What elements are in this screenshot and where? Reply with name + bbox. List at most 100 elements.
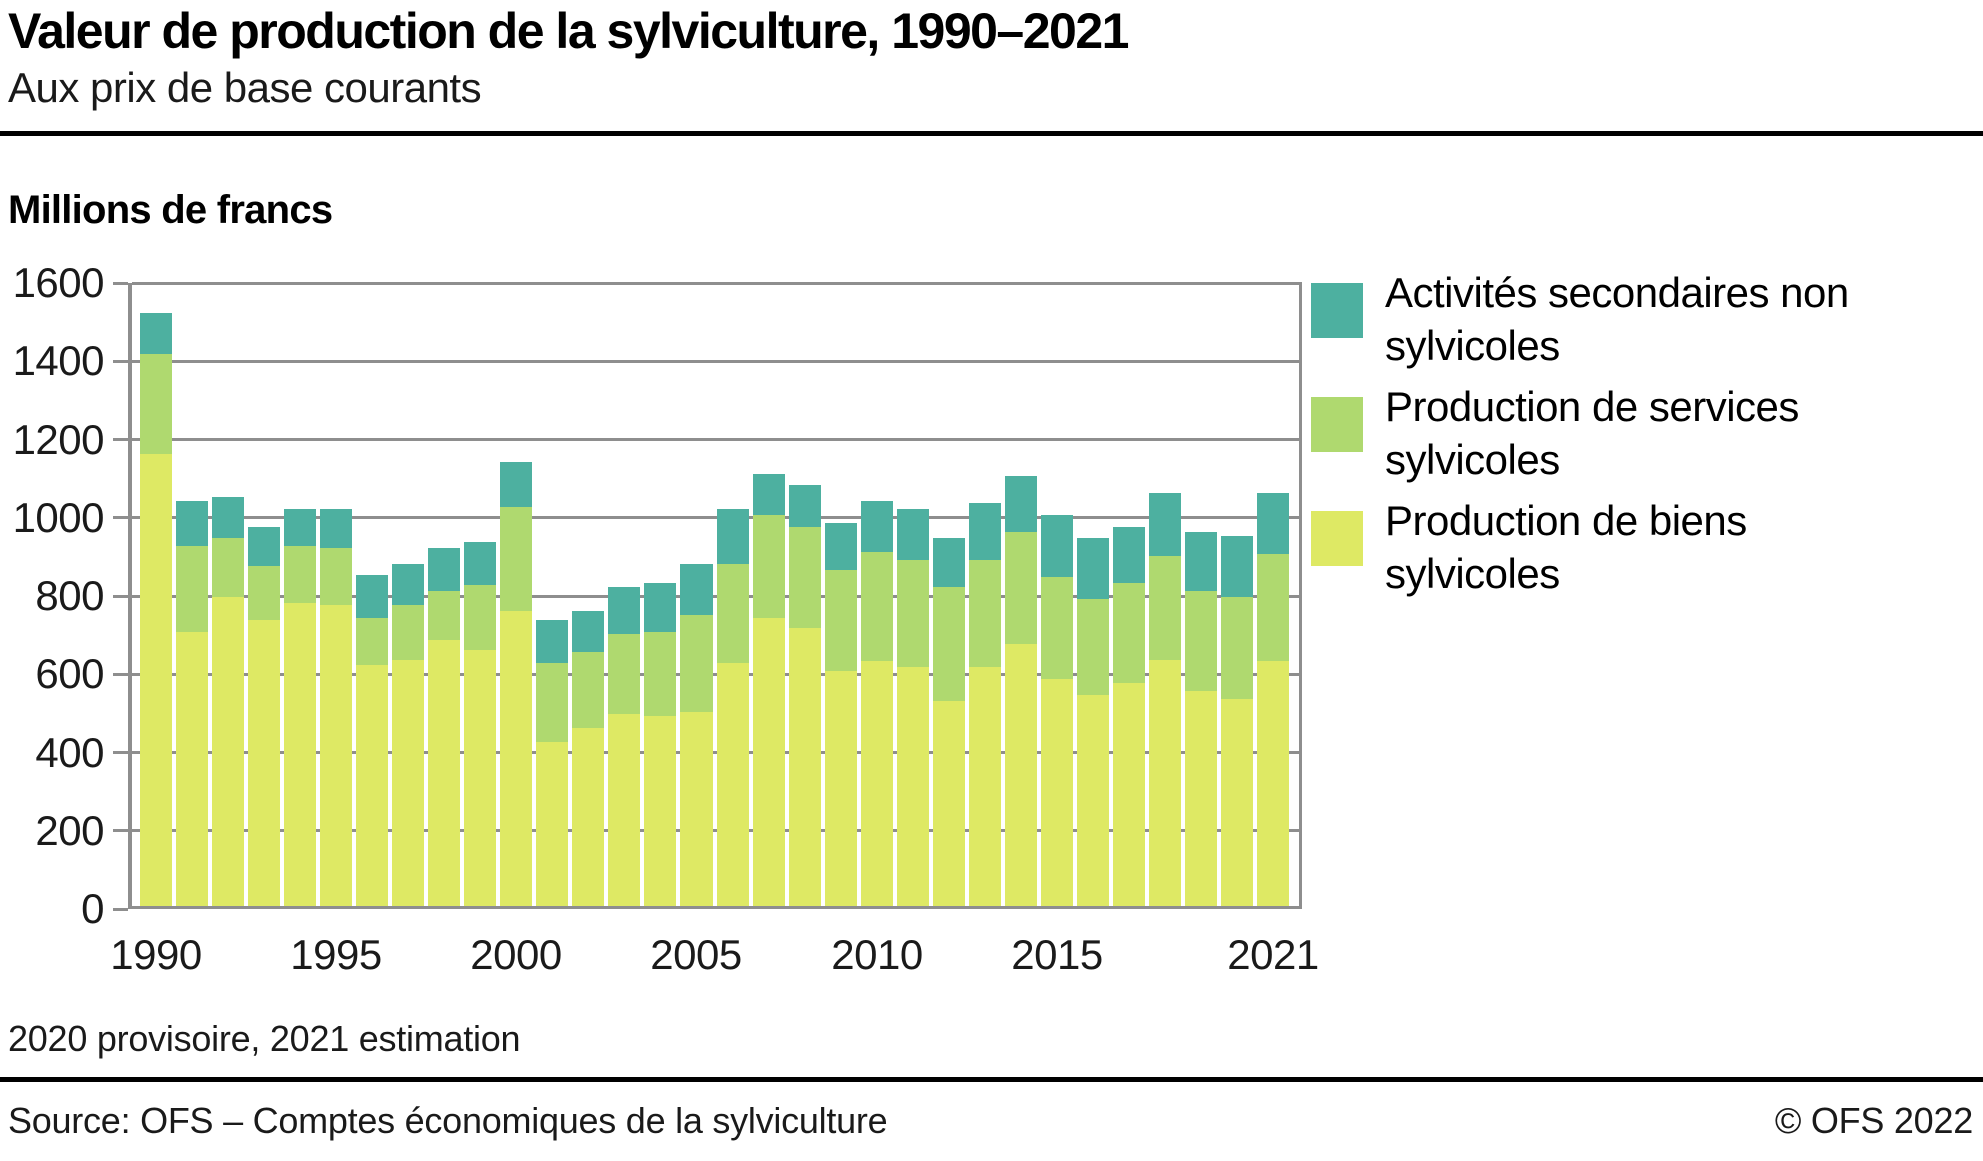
x-axis-labels: 1990 1995 2000 2005 2010 2015 2021 (110, 931, 1319, 983)
footer: Source: OFS – Comptes économiques de la … (8, 1100, 1973, 1142)
legend: Activités secondaires non sylvicoles Prod… (1311, 266, 1849, 600)
segment-services-2017 (1112, 583, 1145, 683)
segment-services-2002 (572, 651, 605, 728)
y-axis-tick-1600 (113, 281, 128, 285)
segment-secondaires-1999 (464, 542, 497, 586)
y-axis-tick-label-400: 400 (35, 728, 104, 776)
y-axis-tick-label-1600: 1600 (12, 259, 105, 306)
bar-2021 (1256, 493, 1289, 906)
y-axis-tick-200 (113, 829, 128, 833)
bar-1991 (176, 501, 209, 906)
segment-biens-1991 (176, 632, 209, 906)
segment-services-2018 (1148, 555, 1181, 660)
gridline-1400 (132, 359, 1302, 363)
segment-services-1998 (428, 591, 461, 640)
segment-secondaires-2013 (968, 503, 1001, 560)
segment-biens-2015 (1040, 679, 1073, 906)
segment-secondaires-2021 (1256, 493, 1289, 554)
segment-secondaires-1996 (356, 575, 389, 619)
bar-1997 (392, 563, 425, 906)
segment-secondaires-2004 (644, 583, 677, 633)
segment-secondaires-1997 (392, 563, 425, 605)
segment-secondaires-1991 (176, 501, 209, 547)
segment-secondaires-2020 (1220, 536, 1253, 597)
footnote: 2020 provisoire, 2021 estimation (8, 1018, 521, 1059)
segment-secondaires-2011 (896, 508, 929, 560)
footer-divider (0, 1077, 1983, 1082)
segment-services-2008 (788, 526, 821, 629)
bar-2001 (536, 620, 569, 906)
y-axis-tick-label-1000: 1000 (12, 493, 105, 541)
segment-biens-2012 (932, 700, 965, 906)
segment-services-2014 (1004, 532, 1037, 644)
segment-secondaires-2016 (1076, 538, 1109, 599)
segment-services-2001 (536, 663, 569, 742)
segment-secondaires-1990 (140, 313, 173, 355)
segment-services-2007 (752, 514, 785, 619)
x-axis-tick-label-1990: 1990 (110, 931, 202, 978)
segment-secondaires-2002 (572, 610, 605, 652)
segment-biens-1998 (428, 639, 461, 906)
segment-secondaires-2014 (1004, 475, 1037, 533)
y-axis-tick-label-1400: 1400 (12, 337, 105, 385)
bar-2020 (1220, 536, 1253, 906)
segment-services-1997 (392, 604, 425, 660)
bar-2018 (1148, 493, 1181, 906)
segment-biens-1990 (140, 454, 173, 906)
segment-biens-2016 (1076, 694, 1109, 906)
segment-biens-2010 (860, 661, 893, 906)
y-axis-labels: 0 200 400 600 800 1000 1200 1400 1600 (0, 261, 105, 931)
segment-biens-2005 (680, 712, 713, 906)
bar-2005 (680, 563, 713, 906)
x-axis-tick-label-2015: 2015 (1011, 931, 1103, 978)
segment-services-2005 (680, 614, 713, 713)
segment-services-2004 (644, 632, 677, 717)
source-text: Source: OFS – Comptes économiques de la … (8, 1100, 888, 1141)
segment-biens-2004 (644, 716, 677, 906)
segment-services-2010 (860, 551, 893, 662)
gridline-1600 (132, 281, 1302, 285)
segment-secondaires-2007 (752, 473, 785, 515)
bar-1994 (284, 508, 317, 906)
x-axis-tick-label-2000: 2000 (470, 931, 562, 978)
segment-secondaires-2006 (716, 508, 749, 564)
bar-2003 (608, 587, 641, 906)
y-axis-tick-600 (113, 672, 128, 676)
segment-services-2009 (824, 569, 857, 672)
bar-2007 (752, 473, 785, 906)
y-axis-tick-400 (113, 751, 128, 754)
segment-services-1991 (176, 546, 209, 633)
segment-secondaires-2017 (1112, 526, 1145, 584)
segment-biens-1996 (356, 665, 389, 906)
segment-secondaires-1998 (428, 548, 461, 592)
segment-biens-2017 (1112, 683, 1145, 906)
legend-item-services: Production de services sylvicoles (1311, 380, 1849, 486)
segment-biens-2021 (1256, 661, 1289, 906)
x-axis-tick-label-2010: 2010 (831, 931, 923, 978)
bar-2008 (788, 485, 821, 906)
segment-biens-2006 (716, 663, 749, 906)
bars-container (132, 283, 1302, 909)
legend-item-biens: Production de biens sylvicoles (1311, 494, 1849, 600)
x-axis-tick-label-2005: 2005 (650, 931, 742, 978)
y-axis-tick-1000 (113, 516, 128, 520)
segment-secondaires-1992 (212, 497, 245, 539)
segment-secondaires-2000 (500, 461, 533, 507)
segment-biens-1997 (392, 659, 425, 906)
segment-biens-2000 (500, 610, 533, 906)
bar-2004 (644, 583, 677, 906)
segment-services-1994 (284, 546, 317, 603)
segment-services-2020 (1220, 596, 1253, 699)
bar-1998 (428, 548, 461, 906)
bar-1999 (464, 542, 497, 906)
legend-swatch-secondaires (1311, 283, 1363, 338)
bar-2000 (500, 461, 533, 906)
segment-secondaires-2018 (1148, 493, 1181, 556)
segment-secondaires-2015 (1040, 514, 1073, 578)
segment-services-1992 (212, 538, 245, 597)
bar-2010 (860, 501, 893, 906)
bar-2011 (896, 508, 929, 906)
y-axis-tick-label-0: 0 (81, 885, 104, 932)
bar-2012 (932, 538, 965, 906)
